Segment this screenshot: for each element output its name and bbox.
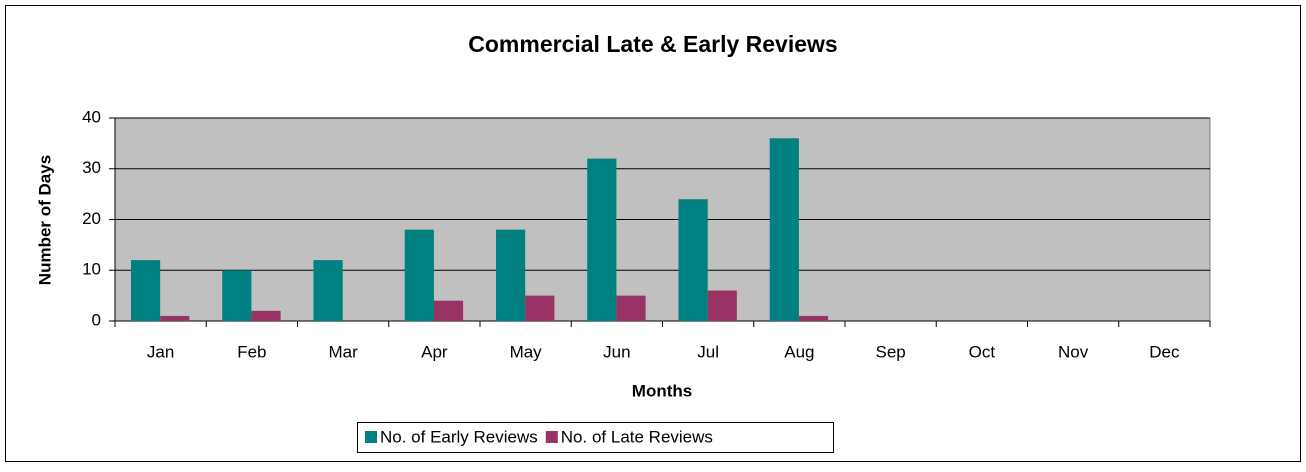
- y-axis-label: Number of Days: [35, 155, 54, 285]
- bar: [616, 295, 646, 321]
- y-tick-label: 40: [82, 107, 101, 126]
- bar: [707, 290, 737, 321]
- x-tick-label: Jun: [603, 342, 630, 361]
- bar: [587, 158, 617, 321]
- x-tick-label: Dec: [1149, 342, 1180, 361]
- x-tick-label: Nov: [1058, 342, 1089, 361]
- x-tick-label: Mar: [328, 342, 358, 361]
- bar: [433, 300, 464, 321]
- bar: [222, 270, 252, 321]
- x-tick-label: May: [510, 342, 543, 361]
- x-tick-label: Sep: [876, 342, 906, 361]
- legend-label: No. of Early Reviews: [380, 427, 538, 446]
- bar: [404, 229, 434, 321]
- y-tick-label: 0: [92, 310, 101, 329]
- x-tick-label: Feb: [237, 342, 266, 361]
- bar: [130, 260, 161, 321]
- y-tick-label: 20: [82, 209, 101, 228]
- legend-swatch: [365, 431, 377, 443]
- x-tick-label: Jan: [147, 342, 174, 361]
- bar: [495, 229, 526, 321]
- bar: [160, 315, 190, 321]
- bar: [678, 199, 708, 321]
- bar: [769, 138, 799, 321]
- legend-swatch: [545, 431, 558, 443]
- y-tick-label: 30: [82, 158, 101, 177]
- y-tick-label: 10: [82, 260, 101, 279]
- x-tick-label: Jul: [697, 342, 719, 361]
- x-tick-label: Apr: [421, 342, 448, 361]
- bar: [525, 295, 555, 321]
- bar: [251, 310, 281, 321]
- legend-label: No. of Late Reviews: [561, 427, 713, 446]
- x-axis-label: Months: [632, 381, 692, 400]
- chart-title: Commercial Late & Early Reviews: [468, 31, 837, 57]
- x-tick-label: Oct: [969, 342, 996, 361]
- bar: [798, 315, 829, 321]
- x-tick-label: Aug: [784, 342, 814, 361]
- legend-box: [357, 422, 834, 453]
- bar: [313, 260, 343, 321]
